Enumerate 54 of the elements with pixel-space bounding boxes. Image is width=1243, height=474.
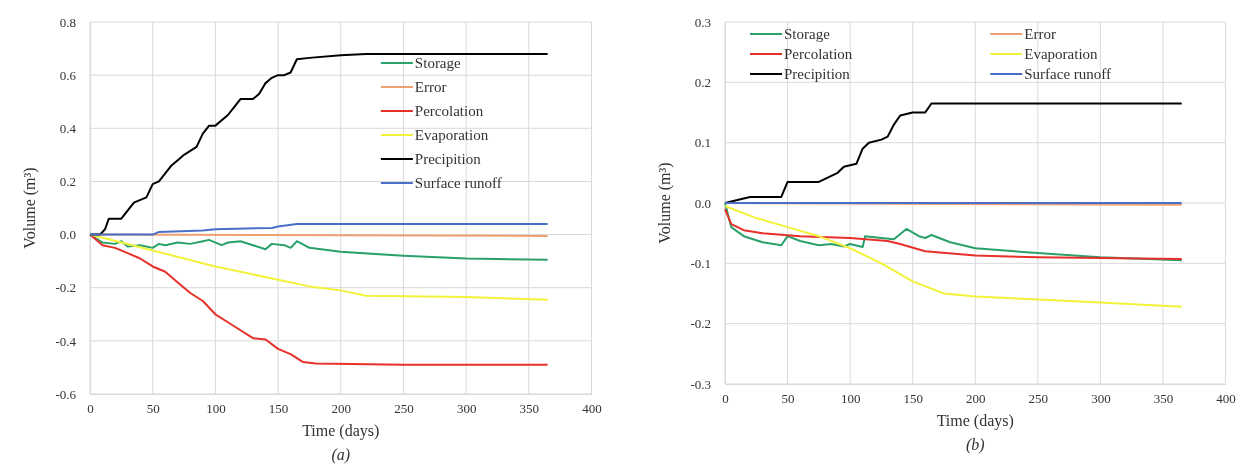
y-tick-label: 0.1: [694, 135, 711, 151]
y-tick-label: 0.3: [694, 14, 711, 30]
legend-label: Percolation: [783, 46, 853, 62]
line-series: [723, 205, 1183, 308]
legend-label: Storage: [783, 26, 830, 42]
legend-label: Evaporation: [1023, 46, 1098, 62]
y-tick-label: -0.2: [55, 280, 76, 296]
x-tick-label: 150: [268, 401, 289, 417]
x-tick-label: 350: [1153, 391, 1173, 407]
line-series: [89, 233, 549, 366]
x-tick-label: 50: [781, 391, 795, 407]
x-tick-label: 150: [902, 391, 923, 407]
x-tick-label: 400: [1215, 391, 1236, 407]
y-tick-label: 0.2: [59, 174, 76, 190]
y-tick-label: 0.6: [59, 67, 77, 83]
y-tick-label: -0.2: [689, 316, 711, 332]
legend-label: Error: [1023, 26, 1056, 42]
x-tick-label: 300: [456, 401, 477, 417]
y-tick-label: 0.8: [59, 14, 76, 30]
x-tick-label: 200: [331, 401, 351, 417]
x-tick-label: 100: [206, 401, 226, 417]
x-tick-label: 250: [1028, 391, 1048, 407]
y-tick-label: 0.4: [59, 120, 77, 136]
x-tick-label: 250: [394, 401, 414, 417]
x-tick-label: 100: [840, 391, 860, 407]
y-tick-label: -0.1: [689, 255, 711, 271]
x-tick-label: 50: [146, 401, 160, 417]
legend-label: Storage: [414, 54, 462, 71]
x-tick-label: 0: [87, 401, 94, 417]
y-tick-label: -0.6: [55, 386, 77, 402]
x-axis-title: Time (days): [302, 422, 380, 440]
y-tick-label: 0.0: [59, 227, 76, 243]
legend-label: Surface runoff: [1023, 66, 1111, 82]
legend-label: Error: [414, 78, 447, 95]
y-tick-label: 0.0: [694, 195, 711, 211]
legend-label: Evaporation: [414, 126, 489, 143]
y-axis-title: Volume (m³): [21, 167, 39, 249]
text: (a): [331, 446, 351, 464]
legend-label: Surface runoff: [414, 174, 502, 191]
x-axis-title: Time (days): [936, 412, 1014, 430]
y-axis-title: Volume (m³): [655, 162, 674, 244]
line-series: [89, 222, 549, 236]
y-tick-label: -0.3: [689, 376, 711, 392]
legend-label: Percolation: [414, 102, 484, 119]
x-tick-label: 350: [519, 401, 540, 417]
x-tick-label: 400: [582, 401, 602, 417]
y-tick-label: -0.4: [55, 333, 77, 349]
x-tick-label: 0: [721, 391, 729, 407]
text: (b): [965, 436, 985, 454]
legend-label: Precipition: [783, 66, 850, 82]
y-tick-label: 0.2: [694, 74, 711, 90]
x-tick-label: 200: [965, 391, 985, 407]
x-tick-label: 300: [1090, 391, 1111, 407]
legend-label: Precipition: [414, 150, 482, 167]
